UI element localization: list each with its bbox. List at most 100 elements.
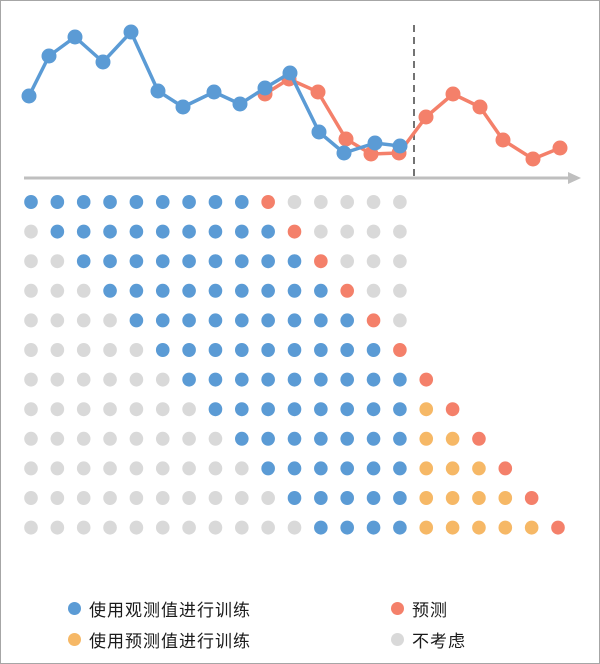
data-point xyxy=(257,80,273,96)
matrix-row xyxy=(24,520,565,535)
dot-observed xyxy=(129,313,144,328)
dot-observed xyxy=(103,224,117,239)
dot-observed xyxy=(287,313,302,328)
dot-observed xyxy=(235,254,249,269)
dot-observed xyxy=(182,254,196,269)
dot-observed xyxy=(103,254,117,269)
dot-observed xyxy=(314,343,328,357)
dot-ignored xyxy=(314,195,328,209)
dot-ignored xyxy=(103,313,117,328)
dot-ignored xyxy=(235,520,249,535)
dot-observed xyxy=(393,402,407,417)
dot-ignored xyxy=(182,491,196,505)
dot-predicted-train xyxy=(445,491,460,505)
dot-ignored xyxy=(50,491,65,505)
dot-observed xyxy=(261,343,275,357)
data-point xyxy=(282,65,298,81)
dot-observed xyxy=(314,283,328,298)
dot-ignored xyxy=(287,195,302,209)
series-observed xyxy=(21,24,408,161)
data-point xyxy=(525,151,541,167)
data-point xyxy=(338,131,354,147)
dot-observed xyxy=(208,313,223,328)
legend-label-observed: 使用观测值进行训练 xyxy=(89,601,251,621)
dot-observed xyxy=(340,461,355,476)
dot-ignored xyxy=(208,461,223,476)
data-point xyxy=(175,99,191,115)
matrix-row xyxy=(24,372,434,387)
dot-ignored xyxy=(50,313,65,328)
dot-observed xyxy=(261,402,275,417)
dot-observed xyxy=(314,431,328,446)
dot-ignored xyxy=(76,283,91,298)
legend-dot-prediction-icon xyxy=(391,602,404,615)
dot-observed xyxy=(340,431,355,446)
dot-predicted-train xyxy=(445,431,460,446)
dot-observed xyxy=(314,520,328,535)
dot-ignored xyxy=(76,491,91,505)
dot-prediction xyxy=(419,372,434,387)
dot-observed xyxy=(235,195,249,209)
dot-observed xyxy=(235,313,249,328)
dot-ignored xyxy=(155,372,170,387)
dot-observed xyxy=(208,224,223,239)
dot-observed xyxy=(261,372,275,387)
dot-ignored xyxy=(24,491,38,505)
dot-observed xyxy=(50,195,65,209)
dot-observed xyxy=(129,195,144,209)
dot-ignored xyxy=(393,283,407,298)
dot-observed xyxy=(340,313,355,328)
dot-ignored xyxy=(129,343,144,357)
dot-ignored xyxy=(366,224,381,239)
data-point xyxy=(150,83,166,99)
dot-ignored xyxy=(155,461,170,476)
dot-ignored xyxy=(103,520,117,535)
dot-ignored xyxy=(129,491,144,505)
dot-predicted-train xyxy=(419,491,434,505)
dot-ignored xyxy=(50,343,65,357)
dot-observed xyxy=(287,343,302,357)
dot-ignored xyxy=(261,520,275,535)
dot-ignored xyxy=(50,461,65,476)
dot-observed xyxy=(393,491,407,505)
dot-observed xyxy=(340,402,355,417)
series-line xyxy=(264,77,561,161)
dot-prediction xyxy=(366,313,381,328)
dot-observed xyxy=(182,313,196,328)
legend-label-ignored: 不考虑 xyxy=(412,632,466,652)
dot-ignored xyxy=(287,520,302,535)
dot-predicted-train xyxy=(419,461,434,476)
dot-ignored xyxy=(155,491,170,505)
dot-observed xyxy=(287,431,302,446)
dot-ignored xyxy=(24,343,38,357)
dot-observed xyxy=(287,461,302,476)
dot-prediction xyxy=(340,283,355,298)
dot-ignored xyxy=(24,224,38,239)
dot-ignored xyxy=(24,254,38,269)
dot-ignored xyxy=(50,431,65,446)
dot-ignored xyxy=(76,313,91,328)
dot-predicted-train xyxy=(445,461,460,476)
dot-observed xyxy=(129,224,144,239)
data-point xyxy=(392,138,408,154)
data-point xyxy=(495,132,511,148)
data-point xyxy=(310,84,326,100)
dot-ignored xyxy=(155,520,170,535)
matrix-row xyxy=(24,461,513,476)
dot-ignored xyxy=(393,224,407,239)
dot-ignored xyxy=(129,372,144,387)
dot-prediction xyxy=(314,254,328,269)
dot-observed xyxy=(287,372,302,387)
legend-item-prediction: 预测 xyxy=(391,596,448,621)
data-point xyxy=(95,54,111,70)
dot-observed xyxy=(76,254,91,269)
dot-observed xyxy=(393,461,407,476)
data-point xyxy=(552,140,568,156)
dot-prediction xyxy=(472,431,486,446)
dot-observed xyxy=(366,491,381,505)
matrix-row xyxy=(24,195,407,209)
data-point xyxy=(336,145,352,161)
dot-observed xyxy=(155,313,170,328)
dot-ignored xyxy=(235,461,249,476)
dot-predicted-train xyxy=(498,520,513,535)
